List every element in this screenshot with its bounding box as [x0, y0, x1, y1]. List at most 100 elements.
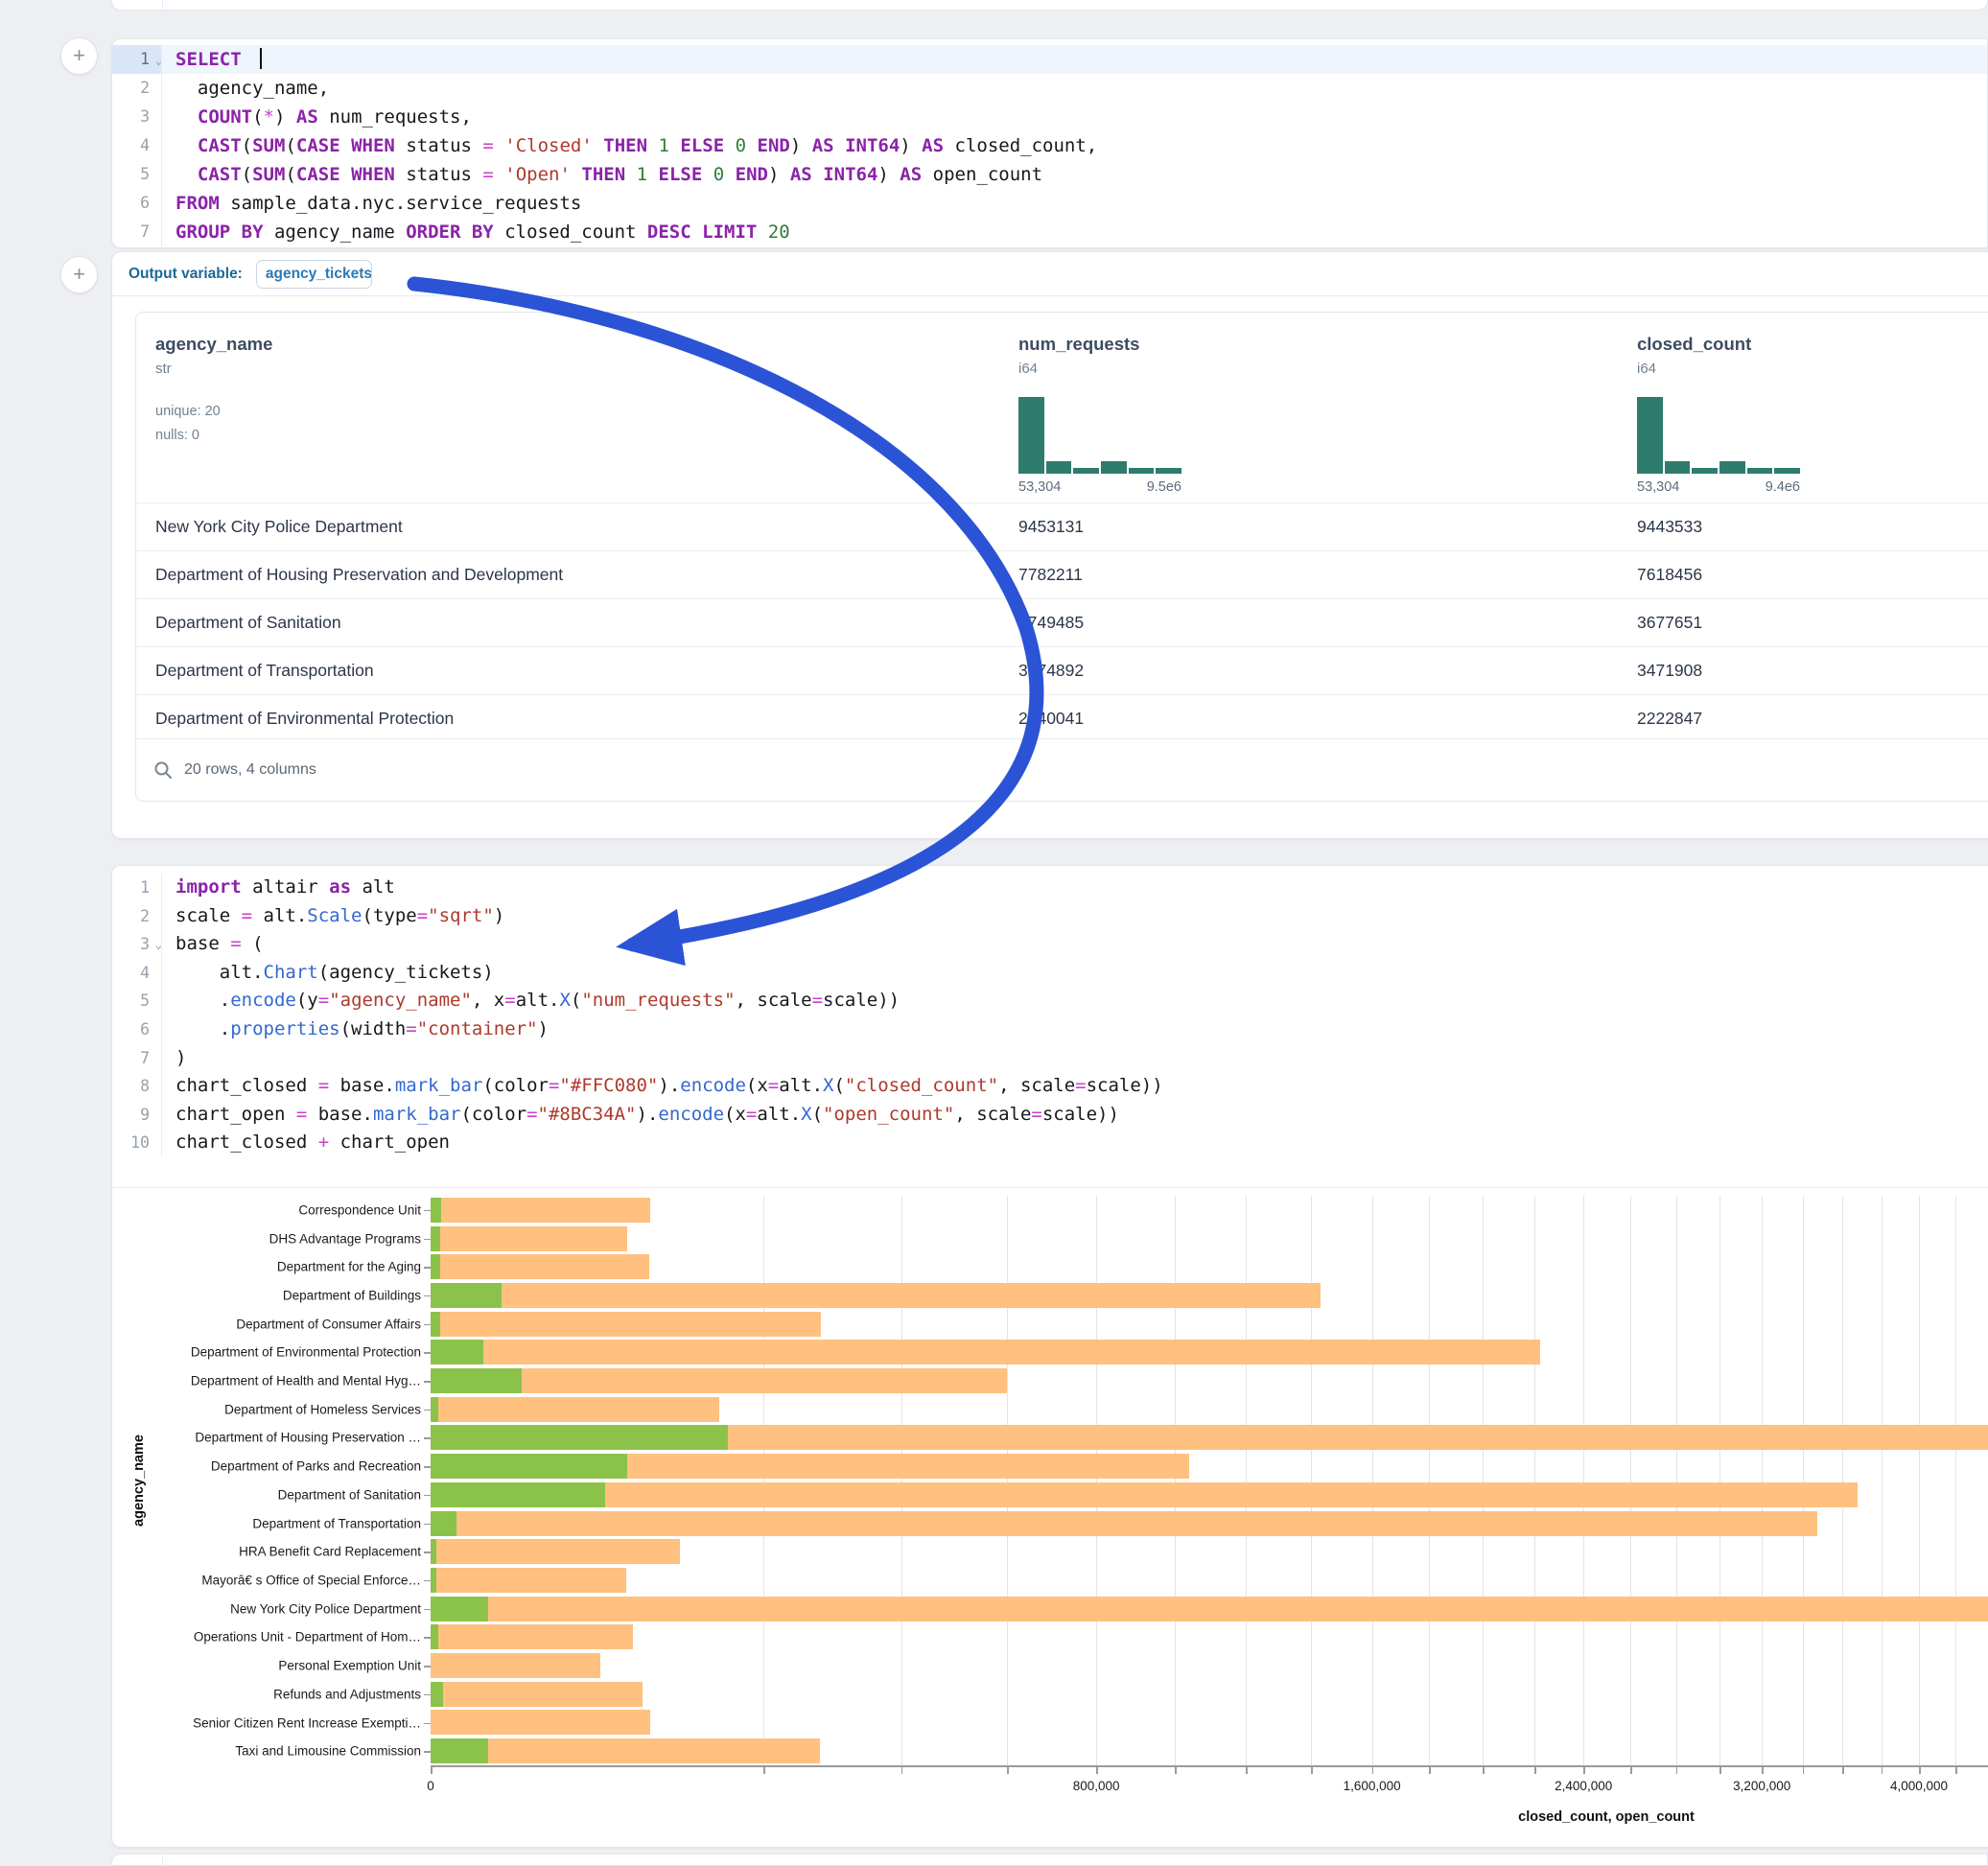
bar-open [431, 1511, 456, 1536]
x-tick [901, 1767, 903, 1774]
chart-row [431, 1312, 1988, 1337]
line-number: 8 [112, 1072, 162, 1101]
gridline [1311, 1196, 1312, 1765]
code-line[interactable]: 7) [112, 1044, 1988, 1073]
line-number: 9 [112, 1101, 162, 1130]
y-tick-label: Refunds and Adjustments [112, 1687, 421, 1701]
line-number: 2 [112, 74, 162, 103]
line-number: 6 [112, 1015, 162, 1044]
output-variable-pill[interactable]: agency_tickets [256, 260, 372, 289]
bar-open [431, 1539, 436, 1564]
table-row[interactable]: Department of Transportation377489234719… [136, 647, 1988, 695]
table-row[interactable]: Department of Housing Preservation and D… [136, 551, 1988, 599]
y-tick [424, 1437, 431, 1439]
bar-closed [431, 1624, 633, 1649]
histogram-bar [1774, 468, 1800, 474]
previous-cell-edge [111, 0, 1988, 11]
x-tick-label: 3,200,000 [1733, 1779, 1790, 1793]
x-tick [1842, 1767, 1844, 1774]
gridline [1719, 1196, 1720, 1765]
bar-open [431, 1254, 440, 1279]
line-number: 1 [112, 874, 162, 902]
chart-row [431, 1482, 1988, 1507]
table-cell: 2240041 [999, 709, 1618, 729]
y-tick-label: Department of Sanitation [112, 1487, 421, 1502]
sql-code-editor[interactable]: 1⌄SELECT 2 agency_name,3 COUNT(*) AS num… [112, 45, 1987, 246]
add-cell-button-top[interactable]: + [60, 37, 98, 75]
bar-closed [431, 1511, 1817, 1536]
column-header-agency-name[interactable]: agency_name str unique: 20 nulls: 0 [136, 313, 999, 502]
code-line[interactable]: 3⌄base = ( [112, 930, 1988, 959]
y-tick-label: DHS Advantage Programs [112, 1231, 421, 1246]
search-icon[interactable] [153, 760, 173, 780]
y-tick-label: Department of Health and Mental Hyg… [112, 1374, 421, 1388]
python-code-editor[interactable]: 1import altair as alt2scale = alt.Scale(… [112, 866, 1988, 1157]
table-row[interactable]: New York City Police Department945313194… [136, 503, 1988, 551]
code-line[interactable]: 3 COUNT(*) AS num_requests, [112, 103, 1987, 131]
bar-closed [431, 1682, 643, 1707]
code-line[interactable]: 2scale = alt.Scale(type="sqrt") [112, 902, 1988, 931]
code-line[interactable]: 4 alt.Chart(agency_tickets) [112, 959, 1988, 988]
chevron-down-icon[interactable]: ⌄ [151, 46, 162, 75]
bar-open [431, 1283, 502, 1308]
x-tick [1175, 1767, 1177, 1774]
y-tick-label: Taxi and Limousine Commission [112, 1744, 421, 1759]
line-number: 4 [112, 959, 162, 988]
gridline [1583, 1196, 1584, 1765]
code-line[interactable]: 4 CAST(SUM(CASE WHEN status = 'Closed' T… [112, 131, 1987, 160]
code-line[interactable]: 2 agency_name, [112, 74, 1987, 103]
bar-open [431, 1454, 627, 1479]
code-line[interactable]: 5 CAST(SUM(CASE WHEN status = 'Open' THE… [112, 160, 1987, 189]
table-cell: 3749485 [999, 613, 1618, 633]
bar-open [431, 1397, 438, 1422]
code-line[interactable]: 9chart_open = base.mark_bar(color="#8BC3… [112, 1101, 1988, 1130]
x-tick [1372, 1767, 1374, 1774]
x-tick-label: 800,000 [1073, 1779, 1120, 1793]
histogram-bar [1129, 468, 1155, 474]
chart-row [431, 1454, 1988, 1479]
code-line[interactable]: 10chart_closed + chart_open [112, 1129, 1988, 1157]
gridline [1483, 1196, 1484, 1765]
code-line[interactable]: 8chart_closed = base.mark_bar(color="#FF… [112, 1072, 1988, 1101]
chart-row [431, 1198, 1988, 1223]
table-cell: 3677651 [1618, 613, 1988, 633]
add-cell-button-output[interactable]: + [60, 256, 98, 293]
table-row[interactable]: Department of Sanitation37494853677651 [136, 599, 1988, 647]
code-line[interactable]: 6FROM sample_data.nyc.service_requests [112, 189, 1987, 218]
y-tick-label: Correspondence Unit [112, 1202, 421, 1217]
chart-row [431, 1710, 1988, 1735]
y-tick [424, 1524, 431, 1526]
bar-open [431, 1425, 728, 1450]
line-number: 3⌄ [112, 930, 162, 959]
gridline [1842, 1196, 1843, 1765]
line-number: 7 [112, 218, 162, 246]
x-tick [1955, 1767, 1957, 1774]
table-cell: Department of Housing Preservation and D… [136, 565, 999, 585]
bar-closed [431, 1710, 650, 1735]
gridline [1007, 1196, 1008, 1765]
code-line[interactable]: 6 .properties(width="container") [112, 1015, 1988, 1044]
gridline [1955, 1196, 1956, 1765]
x-tick [1762, 1767, 1764, 1774]
x-tick [1719, 1767, 1721, 1774]
column-header-num-requests[interactable]: num_requests i64 53,3049.5e6 [999, 313, 1618, 502]
gridline [1919, 1196, 1920, 1765]
column-header-closed-count[interactable]: closed_count i64 53,3049.4e6 [1618, 313, 1988, 502]
altair-chart: agency_name Correspondence UnitDHS Advan… [112, 1187, 1988, 1848]
chart-row [431, 1397, 1988, 1422]
code-line[interactable]: 1⌄SELECT [112, 45, 1987, 74]
x-tick-label: 4,000,000 [1890, 1779, 1948, 1793]
code-line[interactable]: 5 .encode(y="agency_name", x=alt.X("num_… [112, 987, 1988, 1015]
bar-open [431, 1682, 443, 1707]
chevron-down-icon[interactable]: ⌄ [151, 931, 162, 960]
table-cell: 3774892 [999, 661, 1618, 681]
code-line[interactable]: 7GROUP BY agency_name ORDER BY closed_co… [112, 218, 1987, 246]
code-line[interactable]: 1import altair as alt [112, 874, 1988, 902]
y-tick [424, 1694, 431, 1696]
chart-plot-area [431, 1196, 1988, 1765]
x-tick-label: 0 [427, 1779, 434, 1793]
table-cell: 7618456 [1618, 565, 1988, 585]
bar-open [431, 1482, 605, 1507]
table-row[interactable]: Department of Environmental Protection22… [136, 695, 1988, 742]
x-tick [1630, 1767, 1632, 1774]
